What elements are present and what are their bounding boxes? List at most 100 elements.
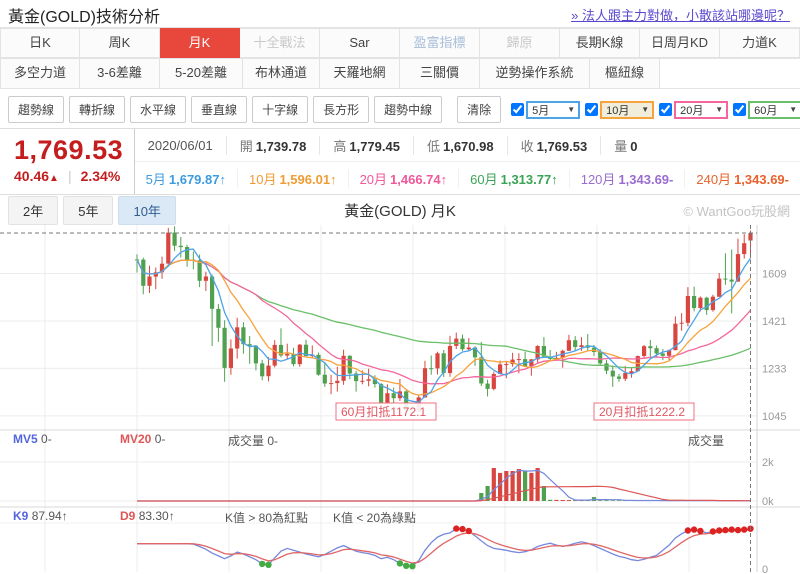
ma-value-20m-label: 20月	[359, 171, 388, 187]
ma-60m-checkbox[interactable]	[733, 103, 747, 116]
quote-summary: 1,769.53 40.46▲ | 2.34%	[0, 129, 135, 194]
cross-line-button[interactable]: 十字線	[252, 96, 309, 123]
ma-value-5m-number: 1,679.87↑	[168, 171, 226, 187]
tab-3-6-divergence[interactable]: 3-6差離	[80, 59, 160, 89]
tab-sky-net[interactable]: 天羅地網	[320, 59, 400, 89]
ma-20m-toggle-group: 20月 ▼	[659, 100, 729, 119]
candlestick-chart[interactable]: 1609 1421 1233 1045 2k 0k 0 60月扣抵1172.1 20月扣抵122…	[0, 225, 800, 574]
tab-guiyuan[interactable]: 歸原	[480, 28, 560, 58]
quote-high: 高 1,779.45	[319, 135, 413, 155]
ma-value-120m: 120月 1,343.69-	[568, 168, 685, 188]
tab-row-primary: 日K 周K 月K 十全戰法 Sar 盈富指標 歸原 長期K線 日周月KD 力道K	[0, 27, 800, 58]
ma-10m-toggle-group: 10月 ▼	[585, 100, 655, 119]
ma-value-120m-number: 1,343.69-	[618, 171, 674, 187]
trend-line-button[interactable]: 趨勢線	[8, 96, 65, 123]
quote-high-value: 1,779.45	[349, 138, 400, 154]
quote-close-value: 1,769.53	[536, 138, 588, 154]
tab-month-k[interactable]: 月K	[160, 28, 240, 58]
ma-10m-checkbox[interactable]	[585, 103, 599, 116]
ma-value-10m-label: 10月	[248, 171, 277, 187]
ma-value-60m: 60月 1,313.77↑	[458, 168, 569, 188]
rectangle-button[interactable]: 長方形	[313, 96, 370, 123]
turning-line-button[interactable]: 轉折線	[69, 96, 126, 123]
range-10y[interactable]: 10年	[118, 195, 176, 225]
d9-legend: D9 83.30↑	[120, 509, 175, 523]
chevron-down-icon: ▼	[715, 105, 724, 114]
ma-value-60m-label: 60月	[470, 171, 498, 187]
svg-text:20月扣抵1222.2: 20月扣抵1222.2	[599, 405, 685, 419]
tab-ten-perfect-tactics[interactable]: 十全戰法	[240, 28, 320, 58]
ohlc-row: 2020/06/01 開 1,739.78 高 1,779.45 低 1,670.98 收 1,…	[134, 129, 800, 162]
svg-text:2k: 2k	[762, 457, 774, 469]
tab-day-week-month-kd[interactable]: 日周月KD	[640, 28, 720, 58]
page-header: 黃金(GOLD)技術分析 » 法人跟主力對做，小散該站哪邊呢？	[0, 0, 800, 27]
watermark: © WantGoo玩股網	[683, 203, 790, 219]
change-percent: 2.34%	[80, 168, 121, 184]
ma-10m-select-value: 10月	[606, 104, 630, 117]
quote-date: 2020/06/01	[147, 137, 213, 153]
ma-10m-select[interactable]: 10月 ▼	[600, 100, 655, 119]
ma-5m-select-value: 5月	[532, 104, 550, 117]
ma-value-240m-number: 1,343.69-	[734, 171, 789, 187]
ma-60m-toggle-group: 60月 ▼	[733, 100, 800, 119]
ma-value-20m-number: 1,466.74↑	[390, 171, 448, 187]
drawing-toolbar: 趨勢線 轉折線 水平線 垂直線 十字線 長方形 趨勢中線 清除 5月 ▼ 10月 ▼ 20月 ▼ 60月 ▼…	[0, 89, 800, 128]
quote-close: 收 1,769.53	[506, 135, 601, 155]
kd-note-green: K值 < 20為綠點	[333, 511, 417, 525]
vertical-line-button[interactable]: 垂直線	[191, 96, 248, 123]
tab-sar[interactable]: Sar	[320, 28, 400, 58]
svg-text:1233: 1233	[762, 363, 786, 375]
promo-link[interactable]: » 法人跟主力對做，小散該站哪邊呢？	[571, 8, 790, 23]
quote-high-label: 高	[333, 138, 347, 154]
ma-toggle-group: 5月▼10月▼20月▼60月▼120月▼240月▼	[506, 100, 800, 119]
svg-text:60月扣抵1172.1: 60月扣抵1172.1	[341, 405, 426, 419]
ma-value-240m: 240月 1,343.69-	[684, 168, 800, 188]
svg-text:1609: 1609	[762, 269, 786, 281]
chevron-down-icon: ▼	[789, 105, 798, 114]
range-2y[interactable]: 2年	[8, 195, 59, 225]
svg-text:0k: 0k	[762, 496, 774, 508]
tab-row-secondary: 多空力道 3-6差離 5-20差離 布林通道 天羅地網 三關價 逆勢操作系統 樞紐線	[0, 58, 800, 89]
ma-20m-select-value: 20月	[680, 104, 704, 117]
page-title: 黃金(GOLD)技術分析	[8, 8, 161, 26]
ma-20m-select[interactable]: 20月 ▼	[674, 100, 729, 119]
chevron-down-icon: ▼	[567, 105, 576, 114]
tab-day-k[interactable]: 日K	[0, 28, 80, 58]
ma-60m-select[interactable]: 60月 ▼	[748, 100, 800, 119]
tab-power-k[interactable]: 力道K	[720, 28, 800, 58]
ma-value-20m: 20月 1,466.74↑	[347, 168, 459, 188]
tab-contrarian-system[interactable]: 逆勢操作系統	[480, 59, 590, 89]
tab-pivot-line[interactable]: 樞紐線	[590, 59, 660, 89]
tab-long-term-k[interactable]: 長期K線	[560, 28, 640, 58]
chart-area[interactable]: 1609 1421 1233 1045 2k 0k 0 60月扣抵1172.1 20月扣抵122…	[0, 225, 800, 574]
range-button-group: 2年 5年 10年	[8, 195, 181, 225]
ma-value-240m-label: 240月	[696, 171, 732, 187]
ma-5m-select[interactable]: 5月 ▼	[526, 100, 581, 119]
svg-text:1421: 1421	[762, 316, 786, 328]
trend-mid-line-button[interactable]: 趨勢中線	[374, 96, 443, 123]
quote-volume-label: 量	[614, 138, 628, 154]
horizontal-line-button[interactable]: 水平線	[130, 96, 187, 123]
ma-60m-select-value: 60月	[754, 104, 778, 117]
tab-yingfu-indicator[interactable]: 盈富指標	[400, 28, 480, 58]
change-value: 40.46▲	[14, 168, 59, 184]
price-change: 40.46▲ | 2.34%	[14, 168, 124, 184]
quote-low-label: 低	[426, 138, 440, 154]
quote-details: 2020/06/01 開 1,739.78 高 1,779.45 低 1,670.98 收 1,…	[134, 129, 800, 194]
tab-bull-bear-power[interactable]: 多空力道	[0, 59, 80, 89]
range-5y[interactable]: 5年	[63, 195, 114, 225]
clear-button[interactable]: 清除	[457, 96, 502, 123]
chart-header-row: 黃金(GOLD) 月K 2年 5年 10年 © WantGoo玩股網	[0, 195, 800, 225]
tab-row-filler	[660, 59, 800, 89]
ma-value-120m-label: 120月	[580, 171, 616, 187]
ma-value-5m-label: 5月	[145, 171, 166, 187]
tab-5-20-divergence[interactable]: 5-20差離	[160, 59, 243, 89]
ma-value-10m: 10月 1,596.01↑	[236, 168, 348, 188]
svg-text:0: 0	[762, 564, 768, 574]
ma-20m-checkbox[interactable]	[659, 103, 673, 116]
ma-5m-checkbox[interactable]	[511, 103, 525, 116]
tab-week-k[interactable]: 周K	[80, 28, 160, 58]
tab-bollinger-band[interactable]: 布林通道	[243, 59, 320, 89]
tab-three-gate-price[interactable]: 三關價	[400, 59, 480, 89]
